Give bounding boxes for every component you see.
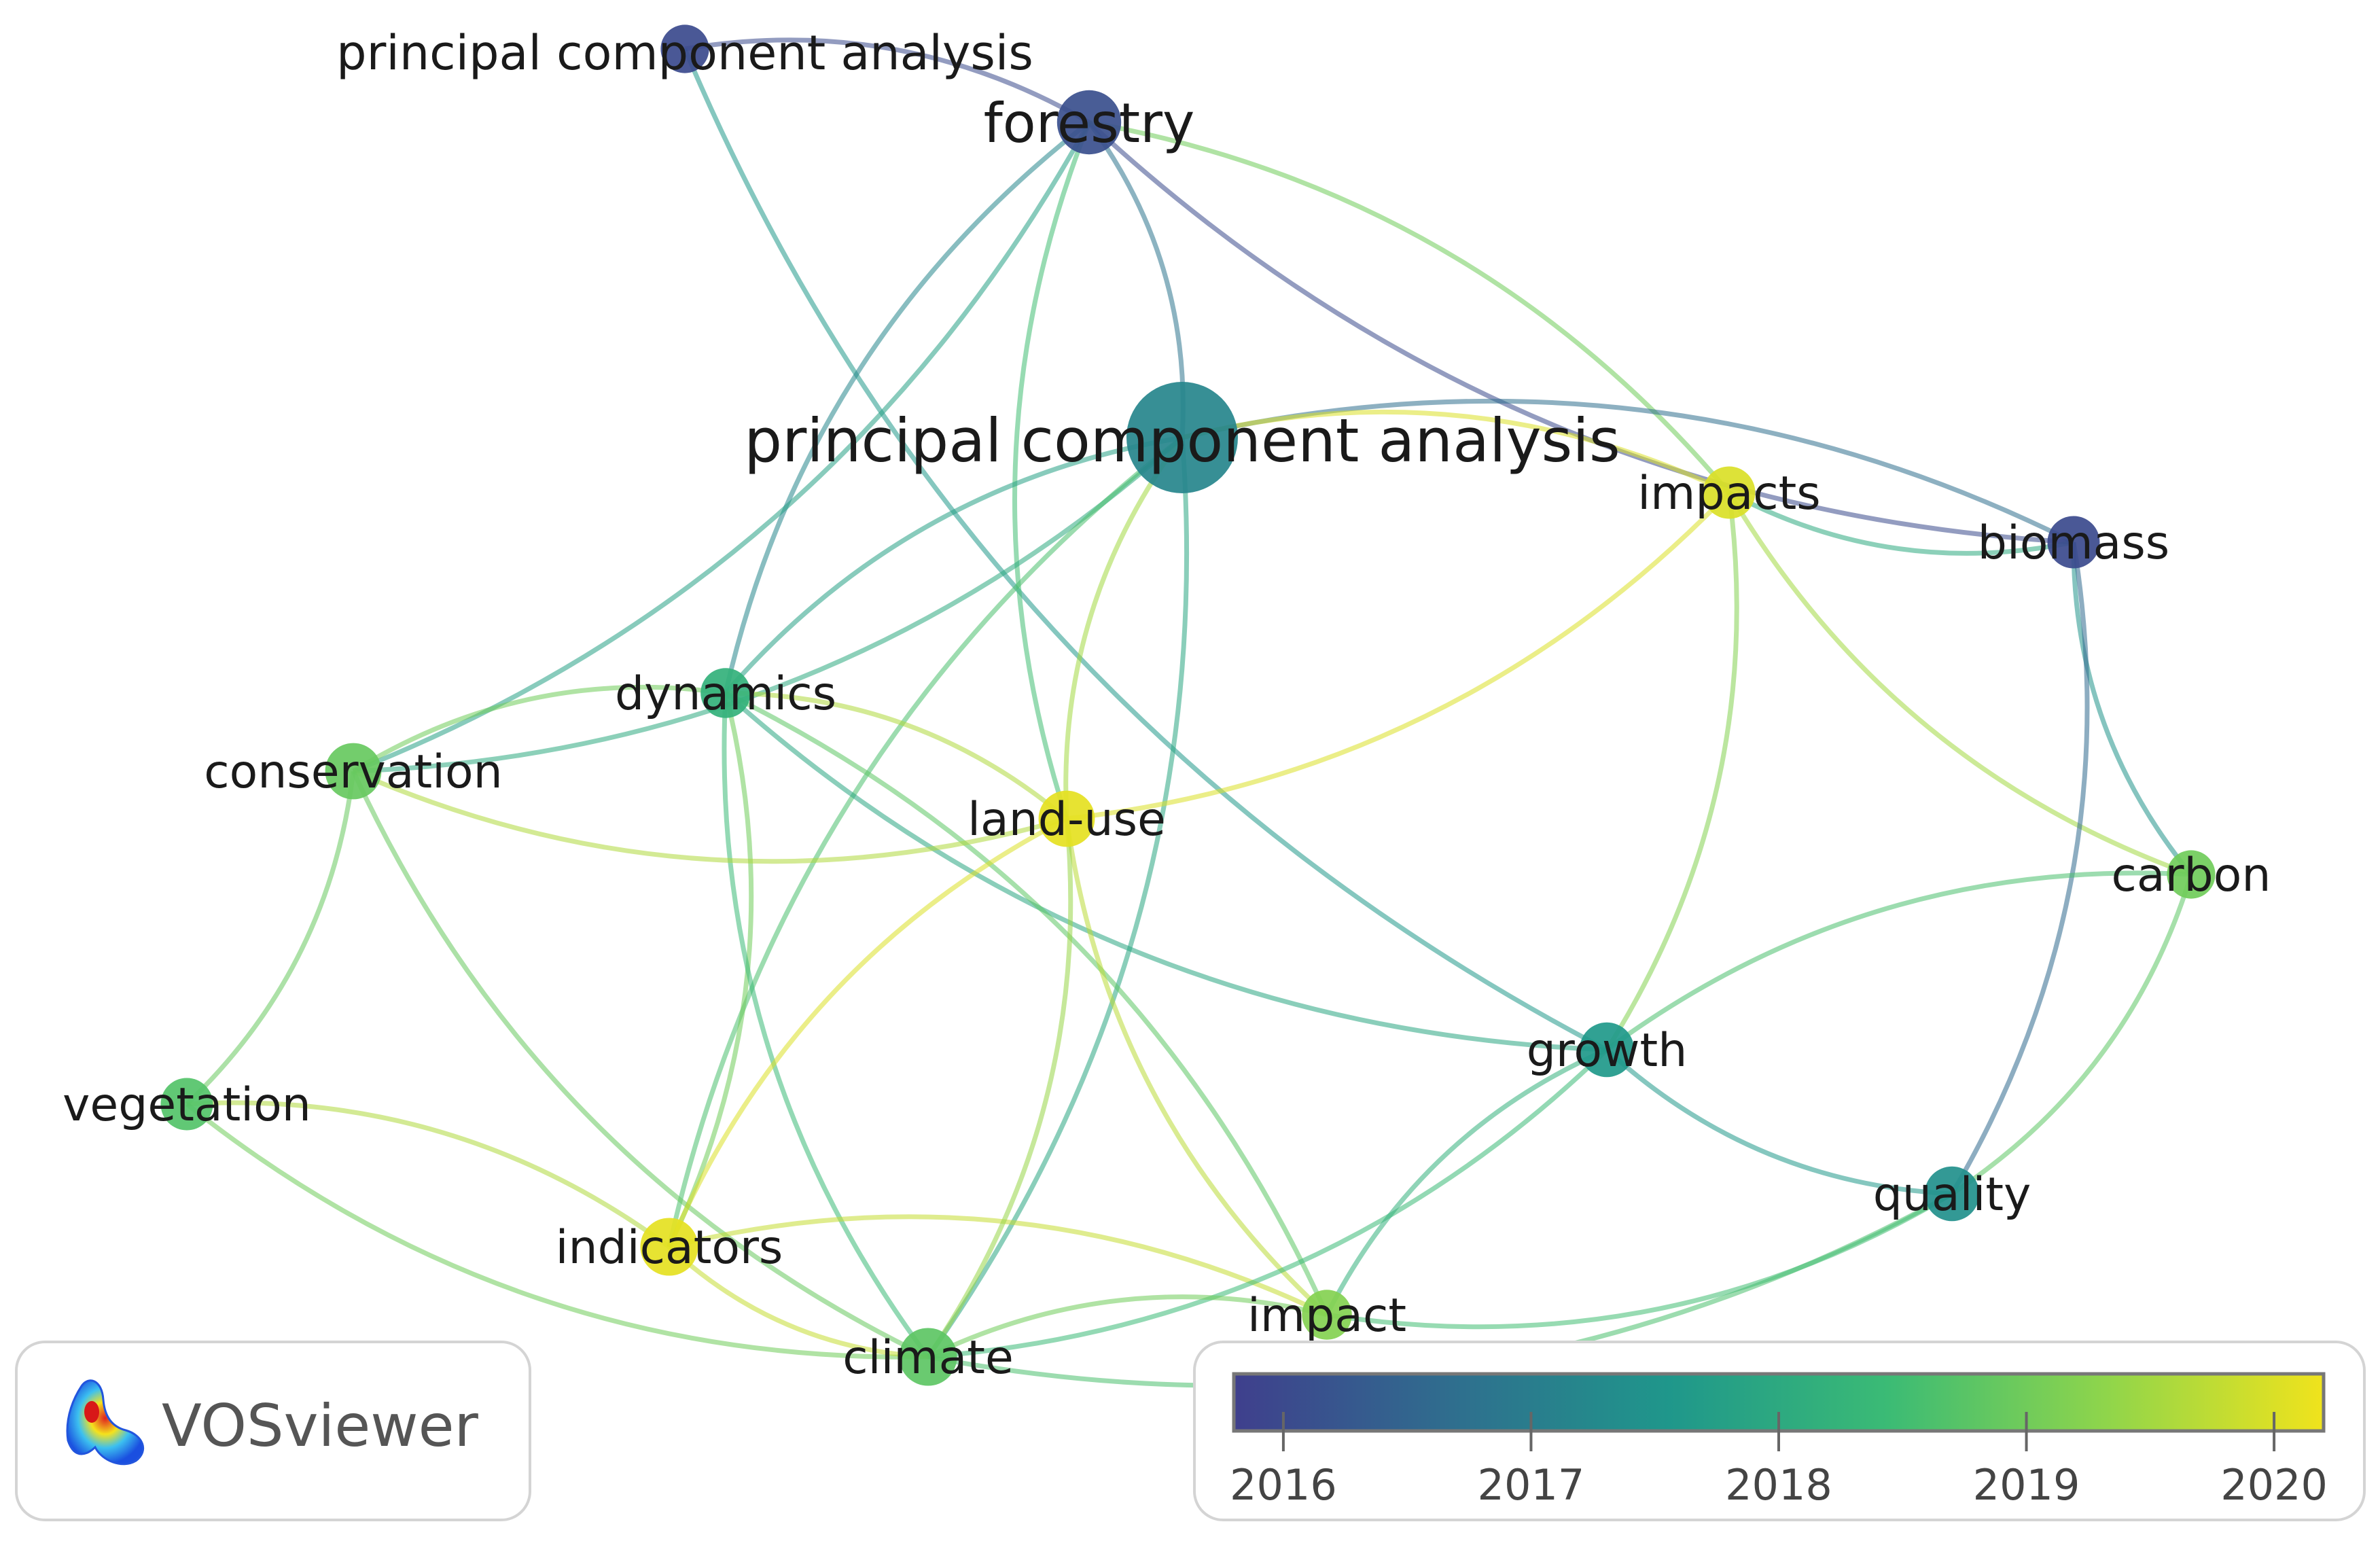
node-indicators[interactable]: [640, 1218, 698, 1276]
link-carbon-quality: [1951, 873, 2194, 1196]
link-forestry-landuse: [1012, 121, 1092, 820]
link-landuse-impact: [1064, 818, 1329, 1317]
link-pca_main-climate: [926, 437, 1189, 1359]
link-dynamics-impact: [724, 690, 1330, 1316]
link-impacts-growth: [1605, 492, 1739, 1051]
node-forestry[interactable]: [1056, 90, 1122, 155]
link-pca_main-conservation: [353, 436, 1184, 774]
colorbar-tick-label: 2017: [1478, 1460, 1585, 1510]
node-carbon[interactable]: [2167, 850, 2216, 899]
vosviewer-density-logo-icon: [66, 1379, 145, 1466]
node-label-forestry[interactable]: forestry: [984, 92, 1195, 155]
node-pca_main[interactable]: [1126, 382, 1238, 493]
node-conservation[interactable]: [325, 743, 382, 800]
link-growth-quality: [1605, 1048, 1953, 1197]
colorbar-box: 2016 2017 2018 2019 2020: [1193, 1341, 2366, 1521]
link-biomass-carbon: [2071, 542, 2193, 876]
node-label-pca_main[interactable]: principal component analysis: [744, 406, 1620, 476]
link-impact-growth: [1324, 1047, 1608, 1316]
link-climate-growth: [927, 1048, 1609, 1360]
link-forestry-dynamics: [723, 120, 1091, 694]
link-climate-impact: [927, 1294, 1328, 1360]
node-label-biomass[interactable]: biomass: [1978, 516, 2169, 570]
node-label-growth[interactable]: growth: [1527, 1024, 1688, 1078]
link-dynamics-growth: [724, 691, 1608, 1052]
node-vegetation[interactable]: [160, 1078, 213, 1131]
link-indicators-climate: [667, 1245, 929, 1360]
link-vegetation-climate: [185, 1102, 929, 1360]
link-conservation-vegetation: [185, 770, 356, 1106]
node-label-quality[interactable]: quality: [1873, 1168, 2031, 1222]
brand-box: VOSviewer: [15, 1341, 531, 1521]
node-quality[interactable]: [1924, 1166, 1980, 1222]
link-pca_top-forestry: [684, 37, 1090, 125]
node-growth[interactable]: [1579, 1022, 1635, 1078]
link-forestry-biomass: [1087, 120, 2074, 545]
node-label-landuse[interactable]: land-use: [967, 793, 1166, 847]
node-pca_top[interactable]: [660, 24, 709, 73]
node-landuse[interactable]: [1038, 790, 1095, 847]
node-label-vegetation[interactable]: vegetation: [63, 1078, 311, 1132]
node-impact[interactable]: [1302, 1290, 1352, 1340]
link-dynamics-climate: [722, 692, 930, 1359]
link-conservation-climate: [351, 770, 929, 1360]
node-label-impact[interactable]: impact: [1247, 1289, 1406, 1343]
node-label-pca_top[interactable]: principal component analysis: [336, 25, 1033, 81]
link-impacts-carbon: [1726, 491, 2192, 877]
link-landuse-climate: [926, 818, 1073, 1358]
node-biomass[interactable]: [2047, 516, 2100, 569]
link-dynamics-conservation: [352, 684, 726, 773]
link-pca_main-impacts: [1182, 409, 1730, 495]
link-impacts-landuse: [1066, 491, 1731, 821]
node-dynamics[interactable]: [700, 668, 751, 718]
link-impacts-biomass: [1728, 490, 2074, 556]
link-pca_main-landuse: [1063, 436, 1184, 819]
node-label-indicators[interactable]: indicators: [556, 1221, 783, 1275]
colorbar-tick-label: 2018: [1725, 1460, 1832, 1510]
node-label-carbon[interactable]: carbon: [2112, 849, 2271, 902]
colorbar-tick-label: 2019: [1973, 1460, 2080, 1510]
link-pca_top-growth: [682, 48, 1608, 1052]
colorbar-tick-label: 2020: [2220, 1460, 2328, 1510]
node-label-climate[interactable]: climate: [842, 1331, 1014, 1385]
node-climate[interactable]: [899, 1328, 957, 1386]
link-layer: [185, 37, 2194, 1388]
colorbar-ticks: 2016 2017 2018 2019 2020: [1230, 1412, 2328, 1510]
link-dynamics-landuse: [725, 690, 1069, 821]
colorbar-tick-label: 2016: [1230, 1460, 1337, 1510]
link-growth-carbon: [1605, 870, 2192, 1052]
link-pca_main-dynamics: [724, 435, 1183, 695]
node-layer: [160, 24, 2216, 1386]
link-vegetation-indicators: [186, 1100, 671, 1249]
brand-name: VOSviewer: [162, 1392, 479, 1460]
node-label-conservation[interactable]: conservation: [204, 745, 502, 799]
link-biomass-quality: [1949, 542, 2090, 1195]
link-indicators-landuse: [667, 816, 1068, 1248]
node-impacts[interactable]: [1703, 466, 1756, 519]
node-label-dynamics[interactable]: dynamics: [615, 667, 836, 721]
link-conservation-landuse: [352, 768, 1067, 864]
label-layer: principal component analysis forestry prin…: [63, 25, 2271, 1385]
node-label-impacts[interactable]: impacts: [1637, 467, 1820, 520]
link-impact-quality: [1326, 1191, 1953, 1330]
